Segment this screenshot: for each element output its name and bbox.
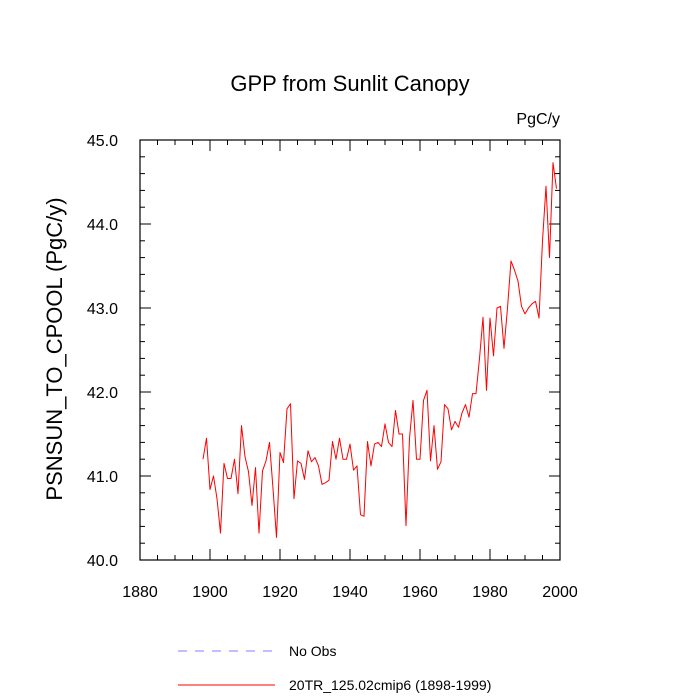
x-tick-label: 1960 bbox=[402, 584, 438, 601]
x-tick-label: 2000 bbox=[542, 584, 578, 601]
y-tick-label: 40.0 bbox=[87, 553, 118, 570]
series-group bbox=[202, 162, 557, 538]
x-tick-label: 1880 bbox=[122, 584, 158, 601]
legend-label-model: 20TR_125.02cmip6 (1898-1999) bbox=[289, 677, 491, 693]
x-tick-label: 1920 bbox=[262, 584, 298, 601]
y-axis-label: PSNSUN_TO_CPOOL (PgC/y) bbox=[42, 197, 67, 500]
y-tick-label: 43.0 bbox=[87, 301, 118, 318]
units-label: PgC/y bbox=[516, 111, 560, 128]
chart-title: GPP from Sunlit Canopy bbox=[230, 71, 469, 96]
y-tick-label: 41.0 bbox=[87, 469, 118, 486]
axes: 1880 1900 1920 1940 1960 1980 2000 40.0 41.0 42.0… bbox=[87, 133, 578, 601]
y-tick-label: 44.0 bbox=[87, 217, 118, 234]
x-tick-label: 1900 bbox=[192, 584, 228, 601]
x-tick-label: 1940 bbox=[332, 584, 368, 601]
y-tick-label: 45.0 bbox=[87, 133, 118, 150]
y-tick-label: 42.0 bbox=[87, 385, 118, 402]
plot-frame bbox=[139, 139, 561, 561]
legend: No Obs 20TR_125.02cmip6 (1898-1999) bbox=[178, 643, 491, 693]
x-tick-label: 1980 bbox=[472, 584, 508, 601]
legend-label-no-obs: No Obs bbox=[289, 643, 336, 659]
series-line-1 bbox=[202, 162, 557, 538]
